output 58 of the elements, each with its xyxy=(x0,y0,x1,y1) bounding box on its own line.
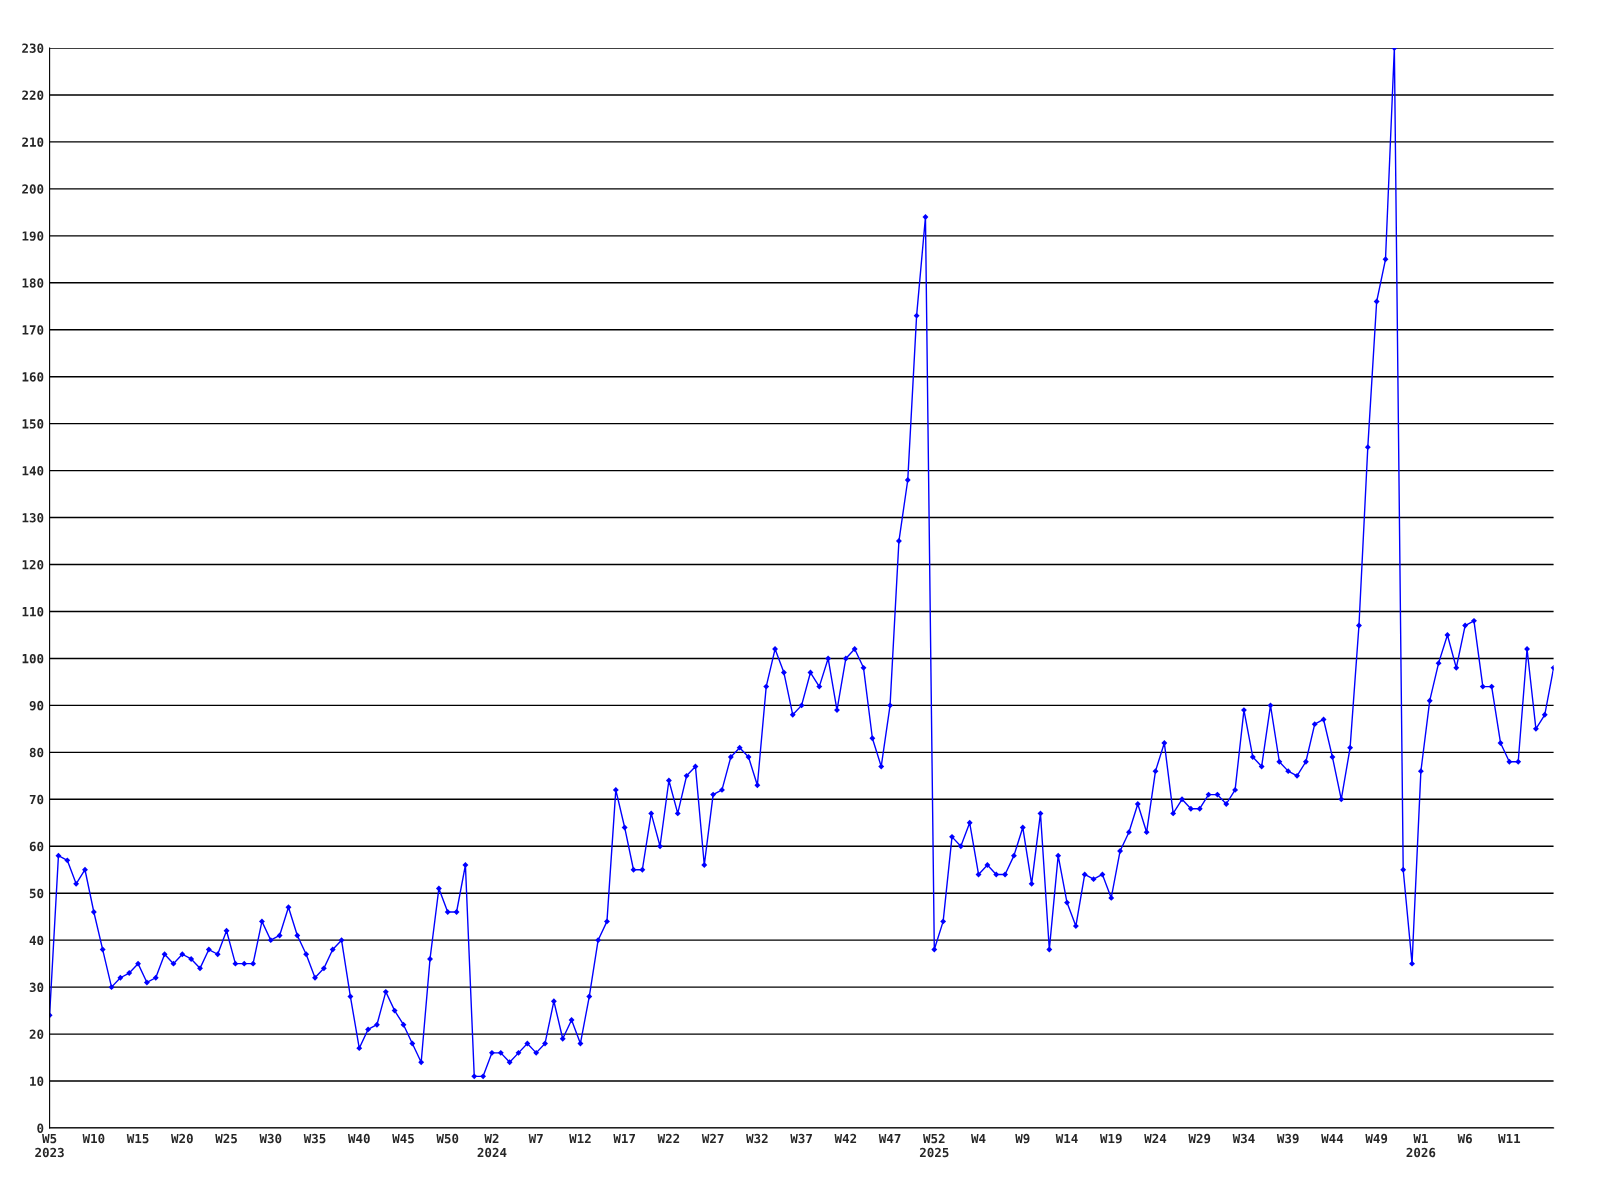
y-tick-label: 210 xyxy=(22,137,44,147)
x-tick-label: W2 2024 xyxy=(477,1133,507,1158)
y-tick-label: 20 xyxy=(29,1029,44,1040)
x-tick-label: W24 xyxy=(1144,1133,1167,1144)
x-tick-label: W11 xyxy=(1498,1133,1521,1144)
y-tick-label: 200 xyxy=(22,184,44,194)
x-tick-label: W30 xyxy=(259,1133,282,1144)
y-tick-label: 100 xyxy=(22,653,44,664)
y-tick-label: 160 xyxy=(22,372,44,382)
x-tick-label: W1 2026 xyxy=(1406,1133,1436,1158)
x-tick-label: W6 xyxy=(1457,1133,1472,1144)
x-tick-label: W27 xyxy=(701,1133,724,1144)
y-tick-label: 170 xyxy=(22,325,44,335)
x-tick-label: W14 xyxy=(1055,1133,1078,1144)
y-tick-label: 30 xyxy=(29,982,44,993)
y-tick-label: 130 xyxy=(22,513,44,523)
x-tick-label: W5 2023 xyxy=(35,1133,64,1158)
x-tick-label: W22 xyxy=(657,1133,680,1144)
x-tick-label: W47 xyxy=(878,1133,901,1144)
y-tick-label: 70 xyxy=(29,794,44,805)
x-tick-label: W50 xyxy=(436,1133,459,1144)
y-tick-label: 230 xyxy=(22,43,44,53)
y-tick-label: 150 xyxy=(22,419,44,429)
y-tick-label: 50 xyxy=(29,888,44,899)
x-tick-label: W42 xyxy=(834,1133,857,1144)
y-tick-label: 190 xyxy=(22,231,44,241)
y-tick-label: 220 xyxy=(22,90,44,100)
x-tick-label: W12 xyxy=(569,1133,591,1144)
y-tick-label: 180 xyxy=(22,278,44,288)
x-tick-label: W40 xyxy=(347,1133,370,1144)
y-tick-label: 10 xyxy=(30,1076,44,1086)
x-tick-label: W20 xyxy=(171,1133,193,1144)
x-tick-label: W7 xyxy=(528,1133,543,1144)
y-tick-label: 80 xyxy=(29,747,44,758)
x-tick-label: W52 2025 xyxy=(919,1133,949,1158)
x-tick-label: W25 xyxy=(215,1133,237,1144)
x-tick-label: W4 xyxy=(971,1133,986,1144)
x-tick-label: W17 xyxy=(613,1133,636,1144)
y-tick-label: 90 xyxy=(29,700,44,711)
x-tick-label: W39 xyxy=(1276,1133,1299,1144)
y-tick-label: 110 xyxy=(22,606,44,617)
x-tick-label: W37 xyxy=(790,1133,812,1144)
x-tick-label: W29 xyxy=(1188,1133,1211,1144)
x-tick-label: W32 xyxy=(746,1133,768,1144)
x-tick-label: W19 xyxy=(1099,1133,1122,1144)
x-tick-label: W15 xyxy=(126,1133,149,1144)
x-tick-label: W34 xyxy=(1232,1133,1255,1144)
x-tick-label: W49 xyxy=(1365,1133,1388,1144)
y-tick-label: 120 xyxy=(22,559,44,570)
y-tick-label: 60 xyxy=(29,841,44,852)
x-tick-label: W35 xyxy=(303,1133,326,1144)
y-tick-label: 140 xyxy=(22,466,44,476)
x-tick-label: W44 xyxy=(1321,1133,1344,1144)
x-tick-label: W9 xyxy=(1015,1133,1030,1144)
x-tick-label: W10 xyxy=(82,1133,105,1144)
y-tick-label: 0 xyxy=(37,1123,44,1133)
y-tick-label: 40 xyxy=(29,935,44,946)
x-tick-label: W45 xyxy=(392,1133,414,1144)
